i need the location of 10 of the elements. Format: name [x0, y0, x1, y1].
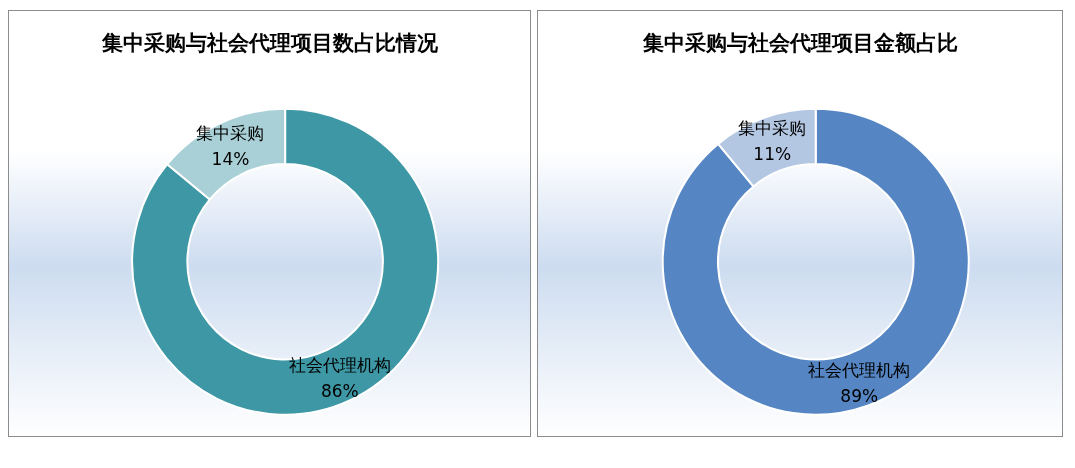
- slice-label: 集中采购: [738, 117, 807, 138]
- data-label: 14%: [211, 148, 250, 169]
- data-label: 11%: [753, 143, 792, 164]
- chart-title: 集中采购与社会代理项目数占比情况: [100, 30, 439, 55]
- slice-label: 集中采购: [196, 122, 265, 143]
- chart-title: 集中采购与社会代理项目金额占比: [641, 30, 958, 55]
- slice-label: 社会代理机构: [808, 359, 911, 380]
- data-label: 89%: [840, 385, 879, 406]
- slice-label: 社会代理机构: [288, 354, 391, 375]
- data-label: 86%: [320, 380, 359, 401]
